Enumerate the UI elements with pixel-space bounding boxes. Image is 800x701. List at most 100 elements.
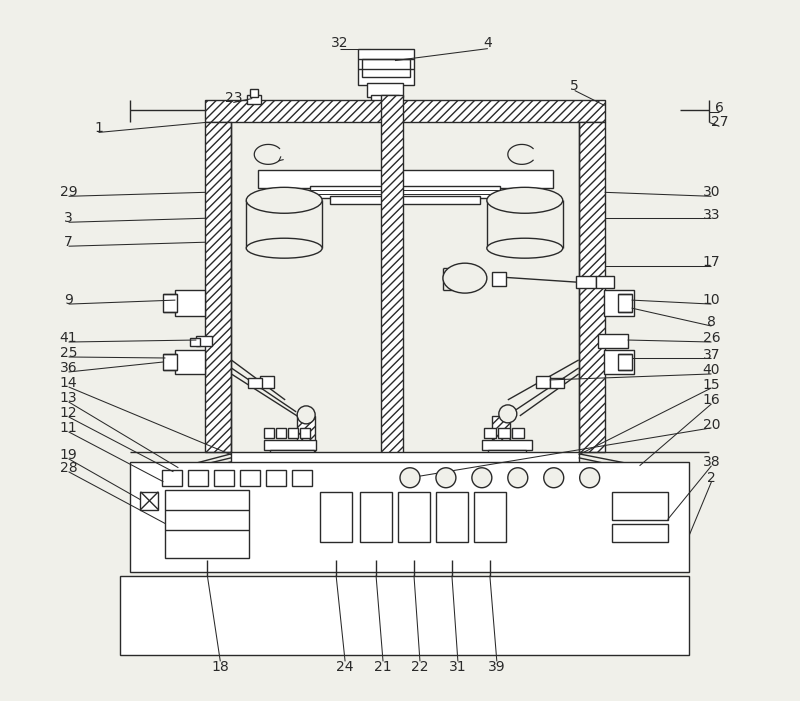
Bar <box>618 354 631 370</box>
Bar <box>260 376 274 388</box>
Bar <box>231 452 578 465</box>
Bar <box>248 378 262 388</box>
Bar <box>190 338 200 346</box>
Bar <box>371 95 399 102</box>
Text: 21: 21 <box>374 660 392 674</box>
Text: 2: 2 <box>707 471 716 485</box>
Bar <box>196 336 212 346</box>
Bar <box>264 428 274 438</box>
Text: 40: 40 <box>702 363 720 377</box>
Text: 24: 24 <box>336 660 354 674</box>
Bar <box>266 470 286 486</box>
Bar <box>492 416 510 462</box>
Bar <box>175 350 206 374</box>
Bar <box>310 186 500 198</box>
Text: 19: 19 <box>60 448 78 462</box>
Bar <box>612 524 667 542</box>
Bar <box>512 428 524 438</box>
Text: 4: 4 <box>483 36 492 50</box>
Bar <box>488 450 526 458</box>
Text: 16: 16 <box>702 393 720 407</box>
Bar <box>436 491 468 542</box>
Bar <box>162 470 182 486</box>
Bar <box>276 428 286 438</box>
Text: 6: 6 <box>715 102 724 116</box>
Text: 30: 30 <box>702 185 720 199</box>
Text: 9: 9 <box>64 293 73 307</box>
Circle shape <box>499 405 517 423</box>
Bar <box>398 491 430 542</box>
Bar <box>330 196 480 204</box>
Bar <box>612 491 667 519</box>
Text: 28: 28 <box>60 461 78 475</box>
Circle shape <box>472 468 492 488</box>
Bar <box>498 428 510 438</box>
Circle shape <box>580 468 600 488</box>
Bar <box>141 491 158 510</box>
Text: 20: 20 <box>702 418 720 432</box>
Bar <box>536 376 550 388</box>
Text: 29: 29 <box>60 185 78 199</box>
Bar <box>130 462 690 571</box>
Bar <box>264 440 316 450</box>
Circle shape <box>400 468 420 488</box>
Text: 5: 5 <box>570 79 579 93</box>
Bar <box>258 170 553 189</box>
Bar <box>247 95 262 104</box>
Text: 32: 32 <box>331 36 349 50</box>
Bar <box>618 294 631 312</box>
Text: 18: 18 <box>211 660 229 674</box>
Text: 14: 14 <box>60 376 78 390</box>
Text: 10: 10 <box>702 293 720 307</box>
Text: 27: 27 <box>710 116 728 130</box>
Text: 36: 36 <box>60 361 78 375</box>
Text: 13: 13 <box>60 391 78 405</box>
Bar <box>482 440 532 450</box>
Bar <box>297 416 315 462</box>
Bar <box>360 491 392 542</box>
Bar <box>362 59 410 76</box>
Bar <box>292 470 312 486</box>
Text: 8: 8 <box>707 315 716 329</box>
Bar <box>474 491 506 542</box>
Text: 15: 15 <box>702 378 720 392</box>
Bar <box>188 470 208 486</box>
Ellipse shape <box>246 187 322 213</box>
Bar <box>381 95 403 454</box>
Text: 33: 33 <box>702 208 720 222</box>
Bar <box>300 428 310 438</box>
Bar <box>492 272 506 286</box>
Bar <box>250 88 258 97</box>
Bar <box>270 450 314 458</box>
Bar <box>240 470 260 486</box>
Bar <box>578 123 605 452</box>
Text: 11: 11 <box>60 421 78 435</box>
Bar <box>206 123 231 452</box>
Ellipse shape <box>487 238 562 258</box>
Circle shape <box>508 468 528 488</box>
Ellipse shape <box>487 187 562 213</box>
Bar <box>163 294 178 312</box>
Text: 3: 3 <box>64 211 73 225</box>
Bar <box>166 490 250 557</box>
Text: 38: 38 <box>702 455 720 469</box>
Text: 12: 12 <box>60 406 78 420</box>
Bar <box>576 276 596 288</box>
Bar <box>358 48 414 85</box>
Bar <box>121 576 690 655</box>
Bar <box>206 100 605 123</box>
Bar <box>288 428 298 438</box>
Bar <box>175 290 206 316</box>
Bar <box>604 290 634 316</box>
Bar <box>320 491 352 542</box>
Bar <box>550 378 564 388</box>
Text: 41: 41 <box>60 331 78 345</box>
Text: 37: 37 <box>702 348 720 362</box>
Text: 25: 25 <box>60 346 78 360</box>
Text: 26: 26 <box>702 331 720 345</box>
Text: 7: 7 <box>64 236 73 250</box>
Text: 22: 22 <box>411 660 429 674</box>
Text: 23: 23 <box>225 90 242 104</box>
Bar <box>214 470 234 486</box>
Ellipse shape <box>246 238 322 258</box>
